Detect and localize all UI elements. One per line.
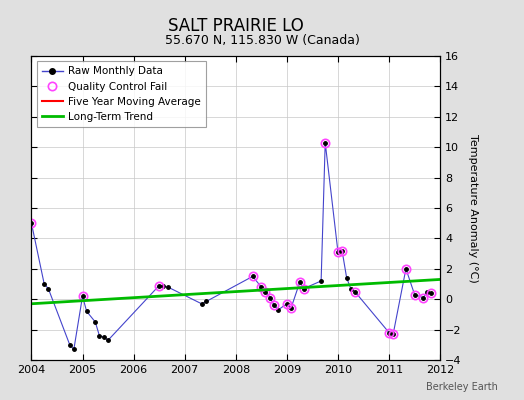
Text: Berkeley Earth: Berkeley Earth — [426, 382, 498, 392]
Y-axis label: Temperature Anomaly (°C): Temperature Anomaly (°C) — [468, 134, 478, 282]
Title: SALT PRAIRIE LO: SALT PRAIRIE LO — [168, 17, 304, 35]
Text: 55.670 N, 115.830 W (Canada): 55.670 N, 115.830 W (Canada) — [165, 34, 359, 47]
Legend: Raw Monthly Data, Quality Control Fail, Five Year Moving Average, Long-Term Tren: Raw Monthly Data, Quality Control Fail, … — [37, 61, 206, 127]
